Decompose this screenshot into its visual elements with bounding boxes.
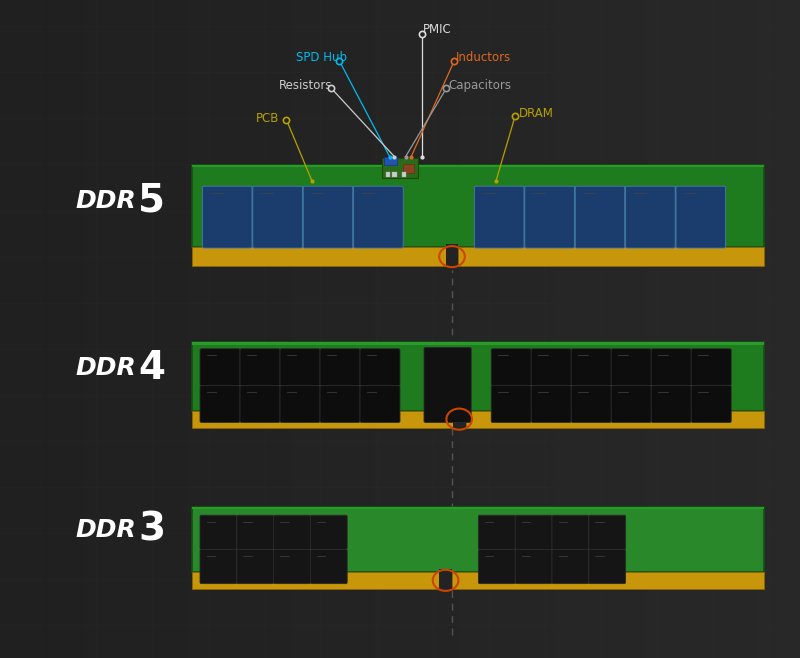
FancyBboxPatch shape	[478, 549, 515, 584]
Text: PCB: PCB	[256, 112, 279, 125]
FancyBboxPatch shape	[253, 186, 302, 248]
Bar	[452, 572, 764, 589]
Bar	[458, 247, 764, 266]
FancyBboxPatch shape	[651, 349, 691, 386]
Text: DDR: DDR	[75, 518, 136, 542]
Bar	[192, 164, 764, 247]
FancyBboxPatch shape	[360, 349, 400, 386]
Text: 5: 5	[138, 182, 166, 220]
FancyBboxPatch shape	[611, 349, 651, 386]
FancyBboxPatch shape	[515, 549, 552, 584]
Bar	[192, 507, 764, 572]
Bar	[392, 172, 397, 177]
FancyBboxPatch shape	[525, 186, 574, 248]
Text: DDR: DDR	[75, 189, 136, 213]
Text: Inductors: Inductors	[456, 51, 511, 64]
FancyBboxPatch shape	[515, 515, 552, 549]
FancyBboxPatch shape	[424, 347, 471, 422]
Text: SPD Hub: SPD Hub	[296, 51, 347, 64]
FancyBboxPatch shape	[491, 386, 531, 422]
FancyBboxPatch shape	[280, 349, 320, 386]
FancyBboxPatch shape	[303, 186, 353, 248]
FancyBboxPatch shape	[354, 186, 403, 248]
Text: 4: 4	[138, 349, 166, 388]
FancyBboxPatch shape	[552, 515, 589, 549]
Bar	[192, 342, 764, 411]
Bar	[192, 247, 446, 266]
FancyBboxPatch shape	[589, 515, 626, 549]
Text: DRAM: DRAM	[518, 107, 554, 120]
Bar	[192, 164, 764, 167]
FancyBboxPatch shape	[240, 386, 280, 422]
FancyBboxPatch shape	[320, 386, 360, 422]
FancyBboxPatch shape	[474, 186, 524, 248]
Bar	[192, 507, 764, 509]
FancyBboxPatch shape	[310, 549, 347, 584]
Bar	[192, 572, 439, 589]
FancyBboxPatch shape	[531, 349, 571, 386]
FancyBboxPatch shape	[280, 386, 320, 422]
FancyBboxPatch shape	[571, 386, 611, 422]
Bar	[386, 172, 390, 177]
FancyBboxPatch shape	[200, 515, 237, 549]
Bar	[402, 172, 406, 177]
FancyBboxPatch shape	[589, 549, 626, 584]
Text: 3: 3	[138, 511, 166, 549]
FancyBboxPatch shape	[202, 186, 252, 248]
Text: Resistors: Resistors	[278, 79, 332, 92]
Text: PMIC: PMIC	[422, 23, 451, 36]
FancyBboxPatch shape	[651, 386, 691, 422]
Bar	[382, 158, 418, 178]
FancyBboxPatch shape	[691, 386, 731, 422]
Bar	[403, 164, 414, 173]
FancyBboxPatch shape	[575, 186, 625, 248]
Bar	[384, 157, 397, 164]
FancyBboxPatch shape	[200, 349, 240, 386]
FancyBboxPatch shape	[240, 349, 280, 386]
Bar	[439, 569, 452, 589]
FancyBboxPatch shape	[571, 349, 611, 386]
Bar	[446, 244, 458, 266]
FancyBboxPatch shape	[200, 386, 240, 422]
FancyBboxPatch shape	[310, 515, 347, 549]
Text: DDR: DDR	[75, 357, 136, 380]
FancyBboxPatch shape	[626, 186, 675, 248]
FancyBboxPatch shape	[237, 515, 274, 549]
FancyBboxPatch shape	[676, 186, 726, 248]
Bar	[466, 411, 764, 428]
Bar	[192, 342, 764, 345]
FancyBboxPatch shape	[691, 349, 731, 386]
FancyBboxPatch shape	[491, 349, 531, 386]
Text: Capacitors: Capacitors	[448, 79, 511, 92]
FancyBboxPatch shape	[531, 386, 571, 422]
FancyBboxPatch shape	[360, 386, 400, 422]
FancyBboxPatch shape	[320, 349, 360, 386]
FancyBboxPatch shape	[478, 515, 515, 549]
FancyBboxPatch shape	[611, 386, 651, 422]
FancyBboxPatch shape	[552, 549, 589, 584]
FancyBboxPatch shape	[274, 515, 310, 549]
Bar	[453, 408, 466, 428]
Bar	[192, 411, 453, 428]
FancyBboxPatch shape	[200, 549, 237, 584]
FancyBboxPatch shape	[274, 549, 310, 584]
FancyBboxPatch shape	[237, 549, 274, 584]
